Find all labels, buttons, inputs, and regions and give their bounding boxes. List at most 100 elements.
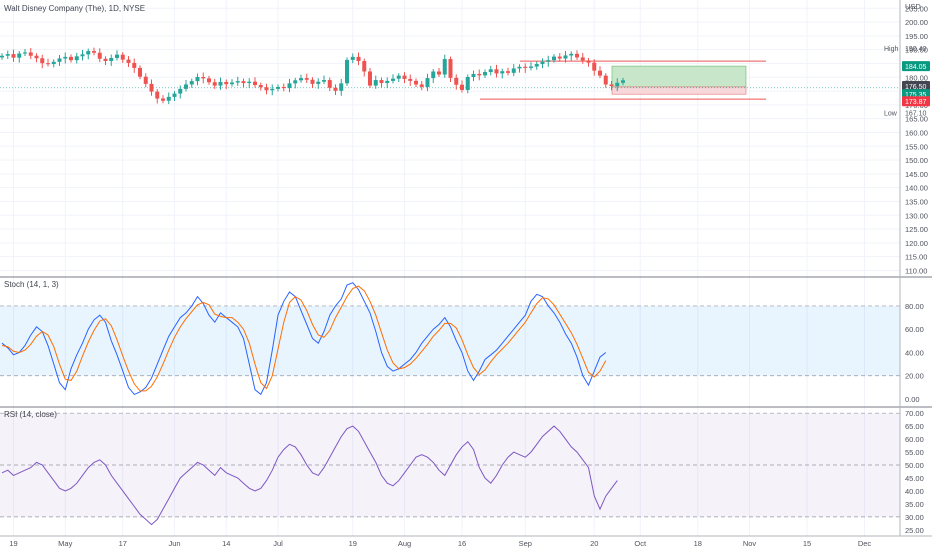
loss-zone — [611, 86, 747, 95]
candle-body — [195, 77, 200, 82]
rsi-pane: 25.00 30.00 35.00 40.00 45.00 50.00 55.00 60.00… — [0, 409, 924, 535]
candle-body — [356, 56, 361, 61]
candle-body — [264, 87, 269, 91]
price-pane — [0, 0, 900, 276]
time-tick-label: Dec — [858, 539, 872, 548]
candle-body — [132, 62, 137, 68]
candle-body — [34, 55, 39, 59]
price-tag-label: 175.35 — [905, 92, 927, 99]
candle-body — [580, 57, 585, 61]
time-tick-label: 20 — [590, 539, 598, 548]
band-fill — [0, 305, 900, 376]
time-tick-label: Jul — [273, 539, 283, 548]
price-tick-label: 200.00 — [905, 18, 928, 27]
candle-body — [396, 75, 401, 79]
candle-body — [540, 61, 545, 65]
price-tick-label: 120.00 — [905, 239, 928, 248]
candle-body — [523, 66, 528, 68]
candle-body — [368, 71, 372, 86]
price-tick-label: 110.00 — [905, 266, 927, 275]
candle-body — [69, 56, 73, 61]
candle-body — [333, 87, 338, 91]
time-tick-label: 19 — [349, 539, 357, 548]
candle-body — [414, 80, 418, 85]
price-tick-label: 190.00 — [905, 46, 928, 55]
candle-body — [477, 73, 482, 76]
candle-body — [322, 80, 326, 82]
candle-body — [557, 56, 562, 59]
candle-body — [74, 56, 79, 61]
candle-body — [17, 53, 22, 58]
candle-body — [598, 70, 602, 76]
osc-tick-label: 20.00 — [905, 372, 924, 381]
osc-tick-label: 35.00 — [905, 500, 924, 509]
candle-body — [442, 59, 447, 75]
candle-body — [276, 86, 280, 89]
candle-body — [51, 61, 56, 65]
candle-body — [603, 75, 608, 85]
candle-body — [80, 54, 85, 57]
osc-tick-label: 80.00 — [905, 302, 924, 311]
price-tag-label: 184.05 — [905, 64, 927, 71]
price-axis[interactable]: 110.00 115.00 120.00 125.00 130.00 135.00 140.… — [905, 4, 928, 275]
candle-body — [28, 52, 33, 56]
candle-body — [471, 73, 476, 78]
candle-body — [517, 66, 522, 69]
candle-body — [103, 58, 108, 61]
candle-body — [402, 75, 407, 79]
time-tick-label: 19 — [9, 539, 17, 548]
candle-body — [172, 93, 177, 97]
price-grid — [0, 0, 900, 536]
candle-body — [609, 84, 614, 87]
candle-body — [569, 53, 574, 56]
candle-body — [120, 54, 125, 60]
candle-body — [488, 69, 493, 73]
candle-body — [247, 81, 252, 84]
price-tick-label: 195.00 — [905, 32, 928, 41]
candle-body — [316, 81, 321, 84]
price-tag-bg — [902, 96, 930, 107]
candle-body — [57, 58, 62, 62]
osc-tick-label: 50.00 — [905, 461, 924, 470]
candle-body — [230, 82, 234, 85]
candle-body — [592, 62, 597, 71]
candle-body — [408, 78, 413, 81]
osc-tick-label: 45.00 — [905, 474, 924, 483]
candle-body — [339, 83, 344, 91]
candle-body — [224, 81, 229, 85]
low-label: Low — [884, 110, 898, 117]
price-tick-label: 180.00 — [905, 73, 928, 82]
profit-zone — [611, 65, 747, 88]
candle-body — [253, 81, 257, 86]
candle-body — [448, 59, 453, 78]
candle-body — [235, 81, 240, 83]
high-label: High — [884, 46, 899, 53]
candle-body — [97, 52, 102, 59]
time-tick-label: May — [58, 539, 72, 548]
candle-body — [615, 82, 620, 87]
candle-body — [552, 56, 556, 61]
price-tick-label: 125.00 — [905, 225, 928, 234]
candle-body — [40, 58, 45, 64]
candle-body — [281, 86, 286, 89]
candle-body — [92, 51, 96, 53]
osc-tick-label: 40.00 — [905, 348, 924, 357]
candle-body — [155, 91, 160, 99]
time-axis[interactable]: 19 May 17 Jun 14 Jul 19 Aug 16 Sep 20 Oct 18 Nov 15 Dec — [9, 539, 871, 548]
candle-body — [529, 66, 533, 68]
candle-body — [310, 79, 315, 84]
osc-tick-label: 65.00 — [905, 422, 924, 431]
position-tool[interactable] — [0, 60, 900, 100]
osc-tick-label: 40.00 — [905, 487, 924, 496]
high-low-labels: High 190.40 Low 167.10 — [884, 46, 927, 117]
candle-body — [345, 59, 349, 84]
candle-body — [327, 80, 332, 88]
candle-body — [494, 69, 499, 74]
candle-body — [46, 63, 50, 65]
time-tick-label: Nov — [743, 539, 757, 548]
osc-tick-label: 60.00 — [905, 435, 924, 444]
candle-body — [575, 53, 579, 58]
rsi-pane-title: RSI (14, close) — [4, 410, 57, 419]
price-tick-label: 135.00 — [905, 197, 928, 206]
